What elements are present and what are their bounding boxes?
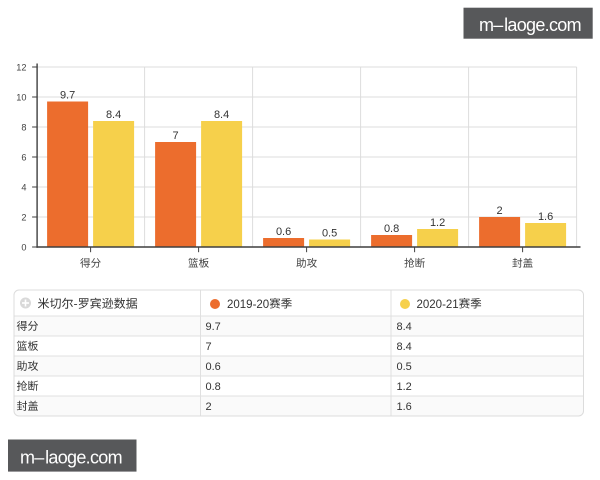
svg-text:8.4: 8.4	[397, 341, 412, 353]
svg-text:8.4: 8.4	[214, 109, 229, 121]
svg-text:m–laoge.com: m–laoge.com	[20, 447, 122, 467]
svg-text:6: 6	[21, 153, 26, 163]
svg-text:0.6: 0.6	[206, 361, 221, 373]
svg-text:m–laoge.com: m–laoge.com	[479, 15, 581, 35]
svg-text:1.2: 1.2	[430, 217, 445, 229]
svg-text:2: 2	[206, 401, 212, 413]
svg-text:2: 2	[21, 213, 26, 223]
svg-text:8.4: 8.4	[106, 109, 121, 121]
svg-text:1.6: 1.6	[538, 211, 553, 223]
svg-text:1.6: 1.6	[397, 401, 412, 413]
svg-text:1.2: 1.2	[397, 381, 412, 393]
svg-text:0.8: 0.8	[206, 381, 221, 393]
svg-text:10: 10	[16, 93, 26, 103]
svg-text:7: 7	[173, 130, 179, 142]
svg-text:2020-21: 2020-21	[417, 299, 459, 311]
svg-text:0: 0	[21, 243, 26, 253]
svg-text:0.5: 0.5	[397, 361, 412, 373]
svg-text:0.6: 0.6	[276, 226, 291, 238]
svg-text:8: 8	[21, 123, 26, 133]
svg-text:9.7: 9.7	[60, 90, 75, 102]
svg-text:12: 12	[16, 63, 26, 73]
svg-text:8.4: 8.4	[397, 321, 412, 333]
svg-text:0.5: 0.5	[322, 228, 337, 240]
svg-text:7: 7	[206, 341, 212, 353]
svg-text:2: 2	[497, 205, 503, 217]
svg-text:9.7: 9.7	[206, 321, 221, 333]
svg-text:4: 4	[21, 183, 26, 193]
svg-text:2019-20: 2019-20	[227, 299, 269, 311]
svg-text:0.8: 0.8	[384, 223, 399, 235]
